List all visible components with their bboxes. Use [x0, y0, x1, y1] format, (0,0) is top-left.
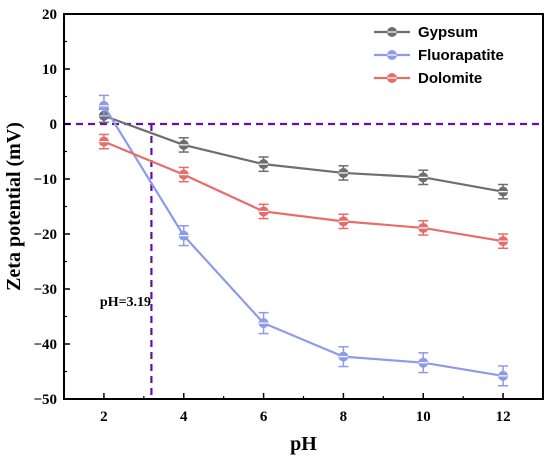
legend-label-fluorapatite: Fluorapatite [418, 47, 504, 64]
legend-label-dolomite: Dolomite [418, 70, 482, 87]
x-tick-label: 2 [100, 409, 108, 425]
y-tick-label: −20 [33, 227, 57, 243]
series-line-gypsum [103, 114, 504, 193]
y-tick-label: −30 [33, 282, 57, 298]
series-layer [98, 94, 509, 387]
legend: Gypsum Fluorapatite Dolomite [374, 24, 504, 87]
y-axis-title: Zeta potential (mV) [3, 122, 25, 291]
axis-ticks: 2 4 6 8 10 12 −50 −40 −30 −20 −10 0 10 20 [33, 7, 510, 425]
y-tick-label: −40 [33, 337, 57, 353]
series-line-fluorapatite [102, 105, 504, 377]
x-axis-title: pH [290, 433, 317, 455]
series-fluorapatite [98, 94, 509, 387]
legend-label-gypsum: Gypsum [418, 24, 478, 41]
series-line-dolomite [103, 140, 504, 243]
series-dolomite [98, 133, 509, 250]
reference-lines [64, 122, 543, 399]
annotations: pH=3.19 [100, 295, 151, 310]
x-tick-label: 6 [260, 409, 268, 425]
y-tick-label: −50 [33, 392, 57, 408]
y-tick-label: 0 [50, 117, 58, 133]
y-tick-label: 10 [42, 62, 57, 78]
series-gypsum [98, 108, 509, 200]
y-tick-label: −10 [33, 172, 57, 188]
x-tick-label: 12 [496, 409, 511, 425]
annotation-label: pH=3.19 [100, 295, 151, 310]
x-tick-label: 10 [416, 409, 431, 425]
y-tick-label: 20 [42, 7, 57, 23]
x-tick-label: 4 [180, 409, 188, 425]
x-tick-label: 8 [340, 409, 348, 425]
